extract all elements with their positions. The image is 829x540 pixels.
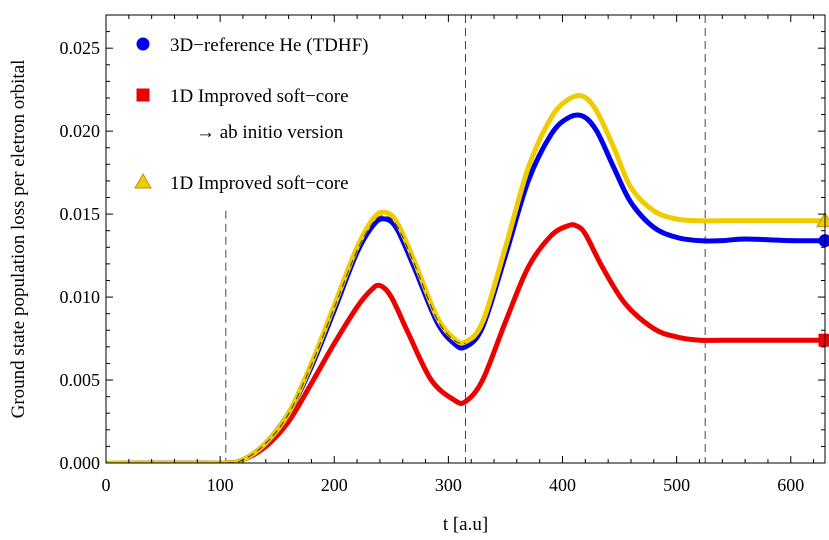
legend-item-1: 1D Improved soft−core → ab initio version	[136, 86, 349, 143]
x-tick-label: 600	[777, 475, 804, 495]
legend-marker-triangle	[134, 172, 152, 189]
x-tick-label: 400	[549, 475, 576, 495]
x-tick-label: 300	[435, 475, 462, 495]
legend: 3D−reference He (TDHF) 1D Improved soft−c…	[134, 35, 369, 194]
y-tick-label: 0.000	[60, 453, 101, 473]
x-tick-label: 200	[321, 475, 348, 495]
series-line-1	[106, 222, 825, 463]
legend-marker-square	[136, 88, 150, 102]
legend-label: 1D Improved soft−core	[170, 173, 349, 194]
series-end-markers	[816, 211, 829, 347]
y-axis-title: Ground state population loss per eletron…	[8, 60, 29, 419]
y-tick-label: 0.020	[60, 121, 101, 141]
series-line-2	[106, 93, 825, 463]
plot-frame	[105, 14, 826, 464]
legend-label: → ab initio version	[196, 122, 344, 143]
y-tick-label: 0.025	[60, 38, 101, 58]
legend-label: 3D−reference He (TDHF)	[170, 35, 369, 56]
x-tick-label: 100	[207, 475, 234, 495]
y-tick-label: 0.010	[60, 287, 101, 307]
y-tick-label: 0.015	[60, 204, 101, 224]
series-end-marker-1	[818, 333, 829, 347]
y-axis-ticks: 0.000 0.005 0.010 0.015 0.020 0.025	[60, 31, 825, 473]
x-tick-label: 500	[663, 475, 690, 495]
x-tick-label: 0	[102, 475, 111, 495]
x-axis-title: t [a.u]	[443, 514, 488, 535]
legend-label: 1D Improved soft−core	[170, 86, 349, 107]
x-axis-ticks: 0 100 200 300 400 500 600	[102, 15, 815, 495]
legend-item-2: 1D Improved soft−core	[134, 172, 349, 194]
plot-border	[105, 14, 826, 464]
series-end-marker-0	[818, 234, 829, 248]
legend-item-0: 3D−reference He (TDHF)	[136, 35, 369, 56]
y-tick-label: 0.005	[60, 370, 101, 390]
legend-marker-circle	[136, 37, 150, 51]
